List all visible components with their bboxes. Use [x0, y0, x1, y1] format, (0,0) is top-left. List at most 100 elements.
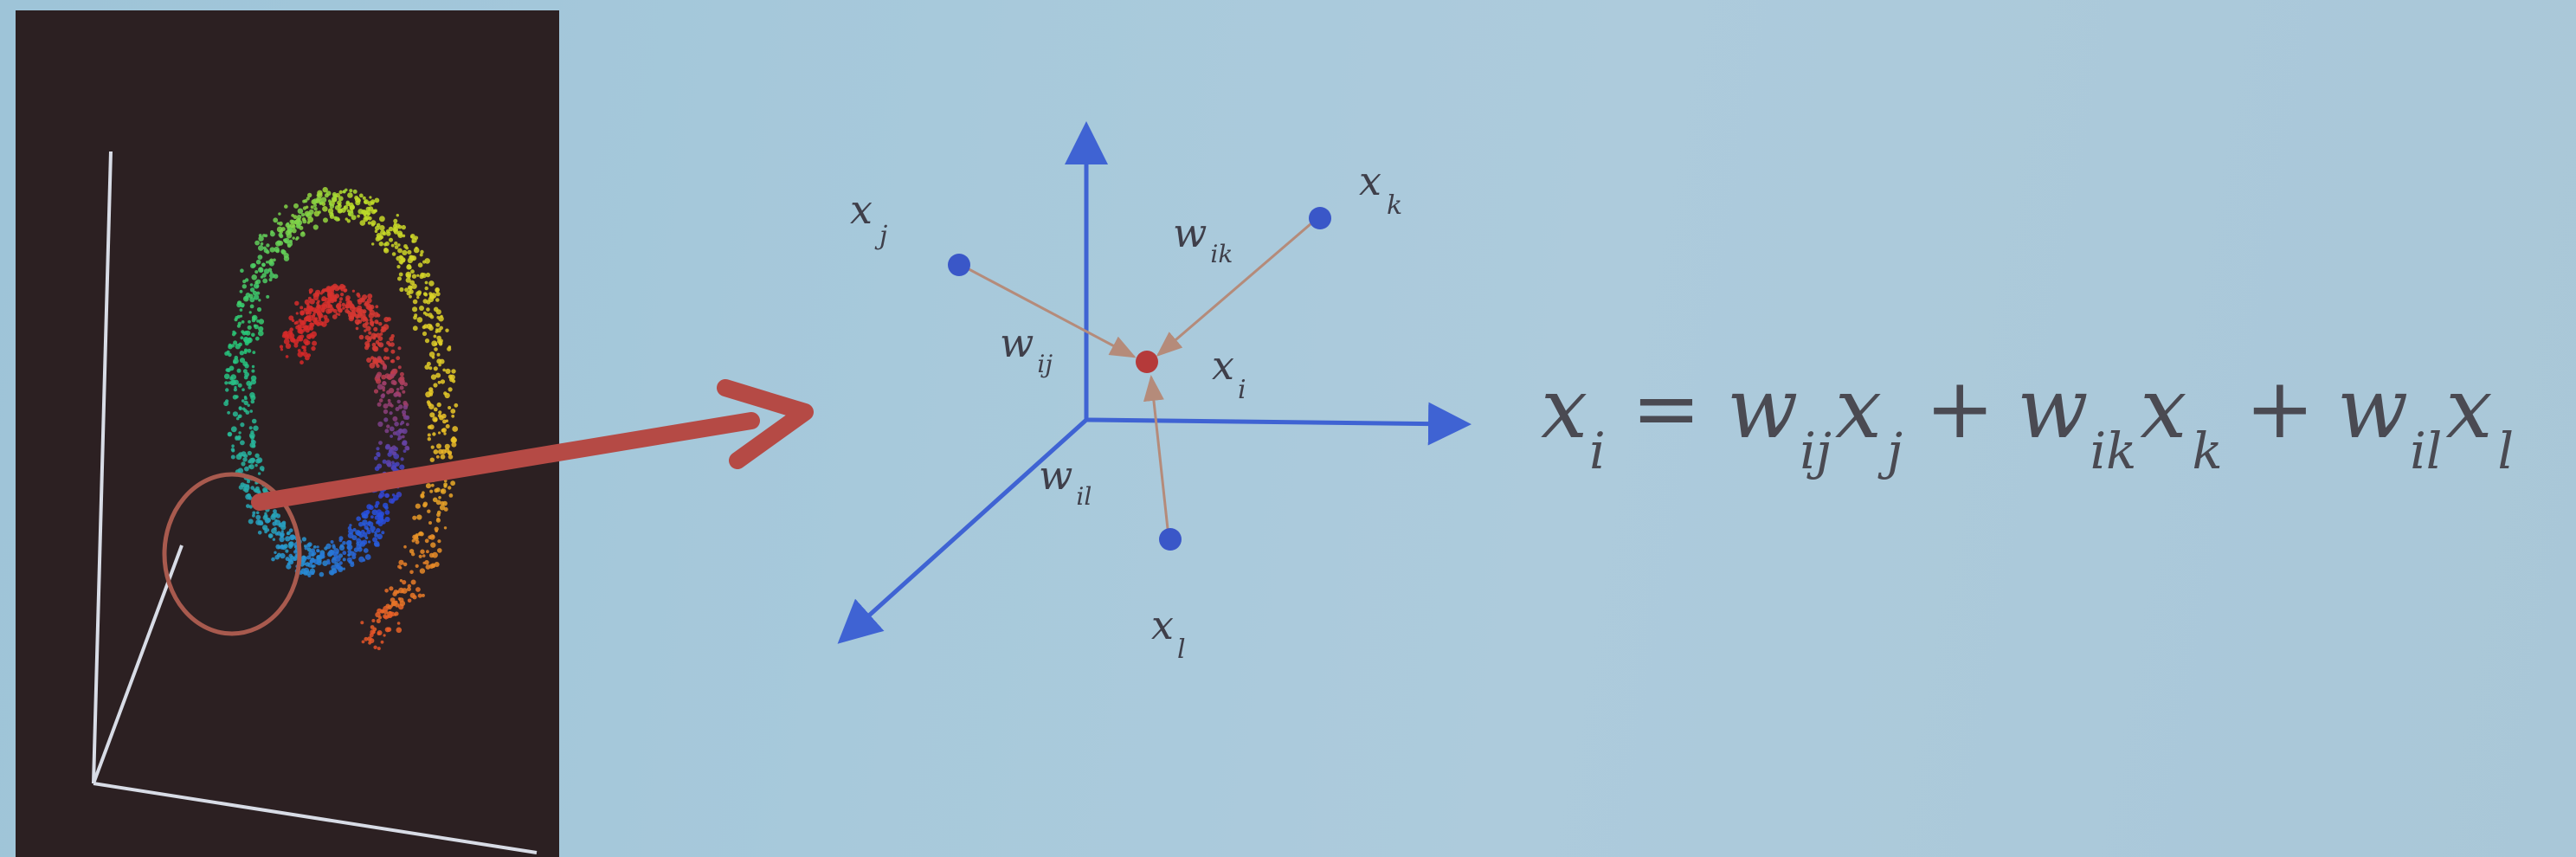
- scatter-point: [278, 221, 283, 226]
- swiss-roll-points: [223, 187, 459, 651]
- scatter-point: [370, 201, 375, 205]
- scatter-axes: [92, 151, 538, 854]
- scatter-point: [378, 322, 383, 326]
- scatter-point: [312, 224, 319, 230]
- scatter-point: [349, 189, 353, 193]
- scatter-point: [398, 597, 404, 602]
- neighborhood-circle: [162, 472, 302, 636]
- scatter-point: [428, 313, 433, 318]
- scatter-point: [243, 396, 248, 399]
- scatter-point: [278, 212, 281, 216]
- scatter-point: [280, 544, 285, 550]
- scatter-point: [246, 484, 250, 488]
- scatter-point: [433, 383, 438, 388]
- scatter-point: [312, 340, 318, 346]
- scatter-point: [383, 347, 389, 352]
- scatter-point: [308, 209, 314, 215]
- scatter-point: [251, 443, 256, 448]
- scatter-point: [386, 317, 391, 322]
- scatter-point: [285, 536, 291, 542]
- scatter-point: [268, 278, 273, 282]
- scatter-point: [314, 317, 319, 321]
- scatter-point: [410, 579, 416, 585]
- scatter-point: [321, 202, 326, 207]
- scatter-point: [264, 512, 267, 515]
- scatter-point: [331, 557, 337, 564]
- scatter-axis-depth: [92, 544, 184, 784]
- scatter-point: [254, 270, 259, 274]
- scatter-point: [442, 368, 446, 372]
- scatter-point: [249, 409, 254, 413]
- scatter-point: [368, 206, 374, 212]
- scatter-point: [302, 219, 307, 224]
- scatter-point: [293, 338, 299, 345]
- scatter-point: [300, 319, 306, 325]
- scatter-point: [380, 394, 385, 399]
- scatter-point: [420, 272, 425, 277]
- scatter-point: [319, 292, 323, 295]
- scatter-point: [248, 458, 255, 464]
- scatter-point: [317, 549, 320, 552]
- scatter-point: [258, 330, 264, 337]
- scatter-point: [433, 449, 439, 454]
- scatter-point: [254, 486, 260, 491]
- scatter-point: [436, 352, 441, 357]
- scatter-point: [405, 447, 410, 451]
- eq-t1-w: w: [1727, 360, 1798, 457]
- scatter-point: [365, 325, 371, 332]
- scatter-point: [288, 315, 294, 321]
- scatter-point: [383, 324, 390, 331]
- scatter-point: [369, 362, 376, 369]
- scatter-point: [369, 309, 375, 316]
- scatter-point: [442, 500, 448, 506]
- scatter-point: [256, 306, 262, 313]
- scatter-point: [294, 300, 299, 306]
- scatter-point: [445, 424, 450, 428]
- scatter-point: [266, 243, 270, 248]
- scatter-point: [251, 332, 255, 338]
- scatter-point: [295, 236, 299, 240]
- scatter-point: [378, 512, 383, 516]
- scatter-point: [303, 348, 306, 352]
- scatter-point: [299, 334, 305, 339]
- scatter-point: [305, 562, 310, 567]
- scatter-point: [338, 203, 341, 206]
- scatter-point: [321, 296, 327, 302]
- scatter-point: [305, 328, 310, 333]
- scatter-point: [443, 432, 447, 435]
- scatter-point: [394, 422, 399, 427]
- scatter-point: [384, 428, 390, 434]
- scatter-point: [422, 311, 427, 315]
- scatter-point: [390, 611, 396, 617]
- scatter-point: [349, 524, 352, 527]
- scatter-point: [345, 308, 350, 313]
- scatter-point: [293, 219, 299, 225]
- scatter-point: [322, 206, 328, 212]
- scatter-point: [357, 300, 362, 305]
- scatter-point: [377, 647, 381, 651]
- scatter-point: [368, 521, 374, 527]
- scatter-point: [240, 440, 245, 446]
- scatter-point: [405, 415, 410, 420]
- scatter-point: [342, 551, 347, 556]
- scatter-point: [313, 210, 320, 217]
- scatter-point: [342, 567, 345, 570]
- scatter-point: [351, 312, 357, 317]
- scatter-point: [285, 333, 289, 338]
- scatter-point: [338, 544, 345, 551]
- scatter-point: [434, 488, 439, 493]
- scatter-point: [297, 349, 301, 352]
- scatter-point: [381, 531, 385, 535]
- scatter-point: [295, 312, 299, 315]
- scatter-point: [397, 248, 402, 254]
- scatter-point: [432, 432, 436, 436]
- scatter-point: [248, 505, 253, 509]
- scatter-point: [384, 589, 389, 593]
- scatter-point: [316, 311, 321, 316]
- scatter-point: [368, 641, 371, 645]
- scatter-point: [279, 345, 284, 349]
- scatter-point: [369, 196, 372, 199]
- scatter-point: [399, 464, 405, 470]
- scatter-point: [248, 432, 255, 439]
- scatter-point: [339, 297, 343, 301]
